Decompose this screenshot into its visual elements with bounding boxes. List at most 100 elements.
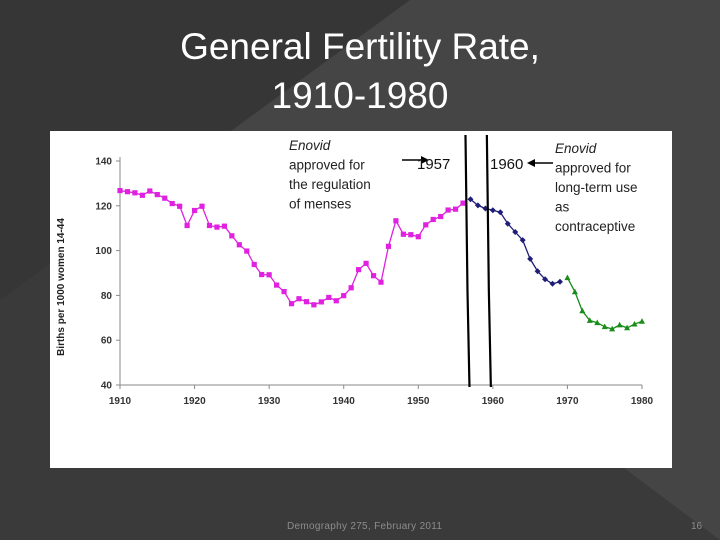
year-label-1957: 1957	[417, 156, 450, 173]
data-point	[251, 261, 257, 268]
data-point	[624, 324, 631, 331]
data-point	[415, 234, 421, 240]
data-point	[460, 200, 466, 206]
data-point	[124, 189, 131, 195]
y-axis-label: Births per 1000 women 14-44	[56, 218, 67, 356]
data-point	[348, 285, 354, 291]
data-point	[467, 196, 474, 203]
data-point	[274, 282, 280, 288]
y-tick-label: 140	[95, 157, 112, 168]
data-point	[303, 299, 310, 305]
slide-title: General Fertility Rate, 1910-1980	[0, 22, 720, 120]
data-point	[229, 233, 235, 239]
data-point	[556, 278, 563, 285]
data-point	[393, 218, 399, 224]
series-line-1970-1980	[566, 277, 643, 330]
data-point	[341, 293, 347, 299]
data-point	[616, 321, 623, 328]
data-point	[445, 207, 451, 213]
data-point	[177, 203, 183, 209]
data-point	[356, 267, 362, 273]
data-point	[601, 323, 608, 330]
marker-line-1960	[485, 134, 492, 388]
title-line-2: 1910-1980	[271, 75, 449, 116]
data-point	[519, 237, 526, 244]
data-point	[438, 213, 444, 220]
data-point	[631, 320, 638, 327]
data-point	[236, 242, 242, 248]
x-tick-label: 1950	[407, 396, 430, 407]
data-point	[311, 302, 317, 308]
data-point	[504, 220, 511, 227]
fertility-rate-chart: 40 60 80 100 120 140 1910 1920 1930 1940 1950 1960 1…	[56, 134, 654, 407]
y-tick-label: 120	[95, 201, 112, 212]
x-tick-label: 1960	[482, 396, 505, 407]
title-line-1: General Fertility Rate,	[180, 26, 540, 67]
arrow-head-1960	[527, 159, 535, 167]
data-point	[385, 243, 392, 249]
data-point	[266, 272, 272, 278]
data-point	[489, 207, 496, 214]
data-point	[549, 280, 556, 287]
x-tick-label: 1930	[258, 396, 281, 407]
data-point	[184, 222, 190, 229]
y-tick-label: 40	[101, 381, 113, 392]
data-point	[132, 190, 138, 196]
x-tick-label: 1910	[109, 396, 132, 407]
data-point	[363, 260, 369, 266]
data-point	[154, 192, 160, 198]
data-point	[206, 222, 213, 229]
data-point	[400, 231, 406, 237]
data-point	[333, 298, 339, 304]
y-tick-label: 100	[95, 246, 112, 257]
right-annotation-line: as	[555, 200, 570, 215]
data-point	[579, 307, 586, 314]
x-tick-label: 1970	[556, 396, 579, 407]
left-annotation-line: the regulation	[289, 177, 371, 192]
data-point	[288, 301, 295, 307]
data-point	[259, 271, 265, 278]
arrow-head-1957	[421, 156, 429, 164]
slide-footer: Demography 275, February 2011	[287, 521, 443, 532]
data-point	[639, 318, 645, 324]
right-annotation-line: long-term use	[555, 180, 638, 195]
data-point	[296, 296, 302, 302]
right-annotation-line: contraceptive	[555, 219, 635, 234]
left-annotation-line: Enovid	[289, 138, 331, 153]
x-tick-label: 1940	[333, 396, 356, 407]
data-point	[326, 294, 332, 301]
data-point	[609, 325, 616, 332]
y-tick-label: 80	[101, 291, 113, 302]
data-point	[199, 203, 205, 209]
data-point	[214, 224, 220, 230]
data-point	[378, 279, 384, 285]
data-point	[542, 276, 549, 283]
data-point	[527, 255, 534, 262]
data-point	[430, 216, 436, 223]
right-annotation-line: approved for	[555, 161, 631, 176]
data-point	[281, 288, 287, 295]
data-point	[564, 274, 571, 281]
page-number: 16	[691, 521, 703, 532]
data-point	[534, 268, 541, 275]
data-point	[139, 192, 145, 198]
data-point	[452, 206, 459, 212]
data-point	[474, 202, 481, 209]
right-annotation-line: Enovid	[555, 141, 597, 156]
data-point	[594, 319, 601, 326]
data-point	[423, 222, 429, 228]
data-point	[586, 317, 593, 323]
data-point	[191, 207, 198, 214]
data-point	[318, 299, 324, 305]
data-point	[117, 187, 123, 194]
x-tick-label: 1920	[183, 396, 206, 407]
left-annotation-line: of menses	[289, 197, 352, 212]
data-point	[147, 188, 153, 194]
data-point	[221, 223, 227, 229]
data-point	[512, 229, 519, 236]
data-point	[497, 209, 504, 216]
marker-line-1957	[464, 134, 471, 388]
x-tick-label: 1980	[631, 396, 654, 407]
y-tick-label: 60	[101, 336, 113, 347]
year-label-1960: 1960	[490, 156, 523, 173]
